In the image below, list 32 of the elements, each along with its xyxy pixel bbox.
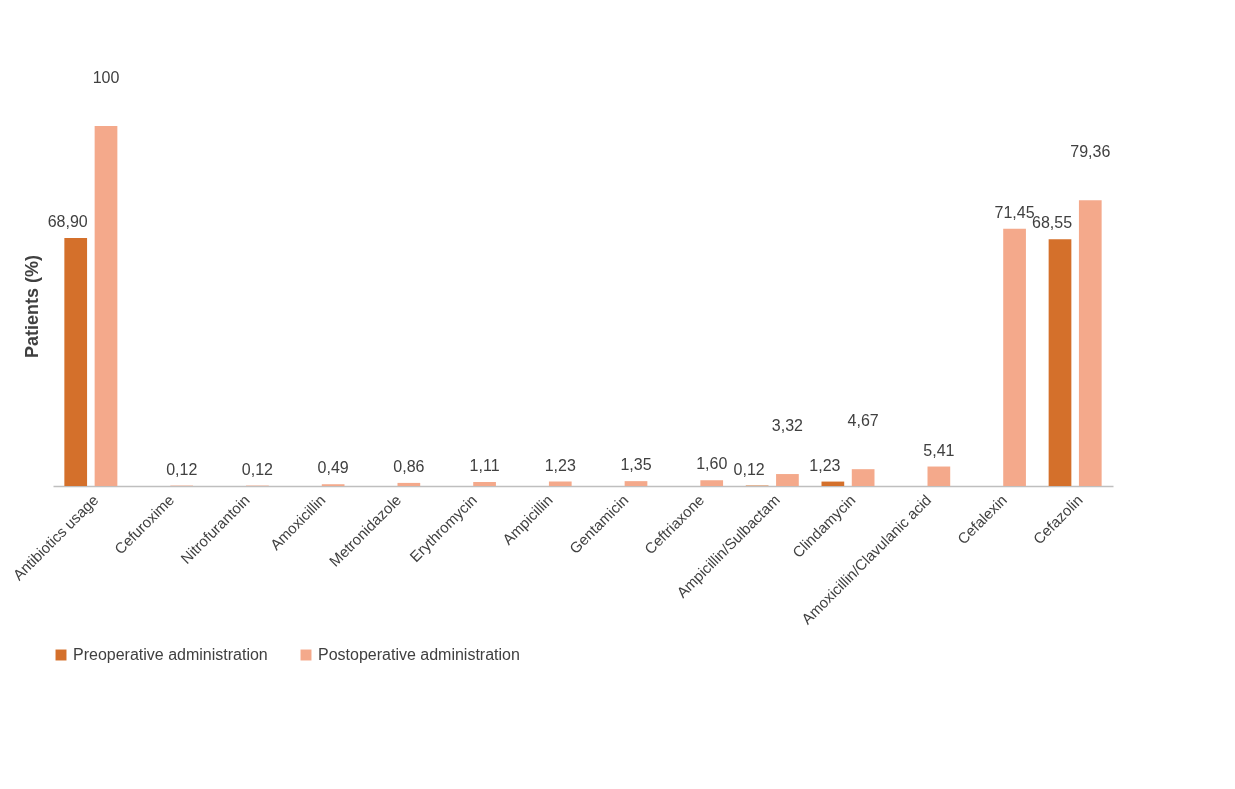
bar [473,482,496,486]
data-label: 1,11 [469,457,500,474]
bar [397,482,421,486]
bar [1048,239,1072,486]
bar [776,474,799,486]
data-label: 0,86 [393,457,425,475]
data-label: 0,12 [241,460,274,478]
bar [624,481,648,486]
legend-label: Postoperative administration [318,646,520,663]
bar [700,480,724,486]
data-label: 0,49 [317,459,349,477]
bar [1003,228,1026,486]
data-label: 79,36 [1070,143,1111,161]
data-label: 1,23 [544,456,576,474]
data-label: 1,23 [809,456,841,474]
data-label: 1,35 [620,456,652,474]
data-label: 0,12 [166,460,198,478]
data-label: 4,67 [847,412,879,430]
bar [851,469,875,486]
bar [1078,200,1102,486]
data-label: 1,60 [696,455,728,473]
bar [548,481,572,486]
y-axis-title: Patients (%) [21,254,42,359]
data-label: 5,41 [923,441,955,459]
bar [927,466,951,486]
data-label: 68,90 [47,212,88,230]
legend-label: Preoperative administration [73,646,268,663]
data-label: 0,12 [733,460,765,478]
bar [64,237,88,486]
data-label: 100 [92,69,120,86]
bar [94,126,118,486]
data-label: 3,32 [771,417,804,435]
